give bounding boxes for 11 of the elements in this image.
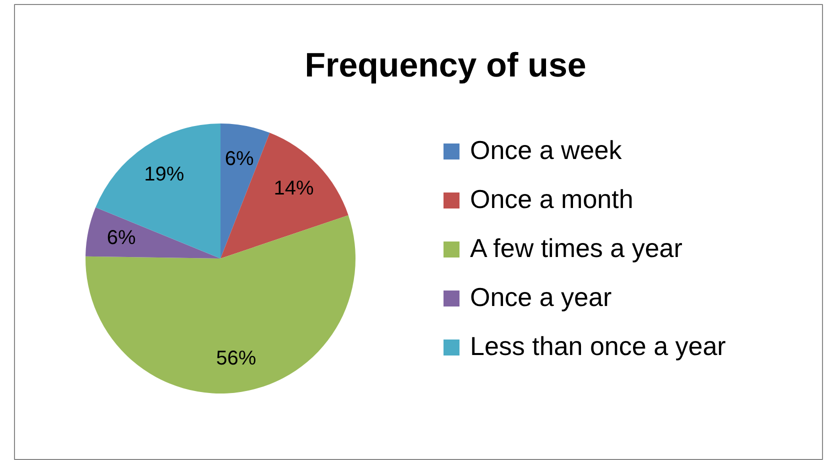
data-label: 6% bbox=[106, 227, 136, 250]
legend-label: Less than once a year bbox=[470, 331, 726, 362]
chart-title: Frequency of use bbox=[304, 46, 586, 84]
data-label: 19% bbox=[144, 163, 184, 186]
legend-label: Once a year bbox=[470, 282, 612, 313]
legend-label: Once a month bbox=[470, 184, 634, 215]
legend-label: A few times a year bbox=[470, 233, 682, 264]
legend-label: Once a week bbox=[470, 135, 622, 166]
data-label: 6% bbox=[224, 148, 254, 170]
data-label: 14% bbox=[274, 178, 314, 200]
data-label: 56% bbox=[216, 348, 256, 370]
